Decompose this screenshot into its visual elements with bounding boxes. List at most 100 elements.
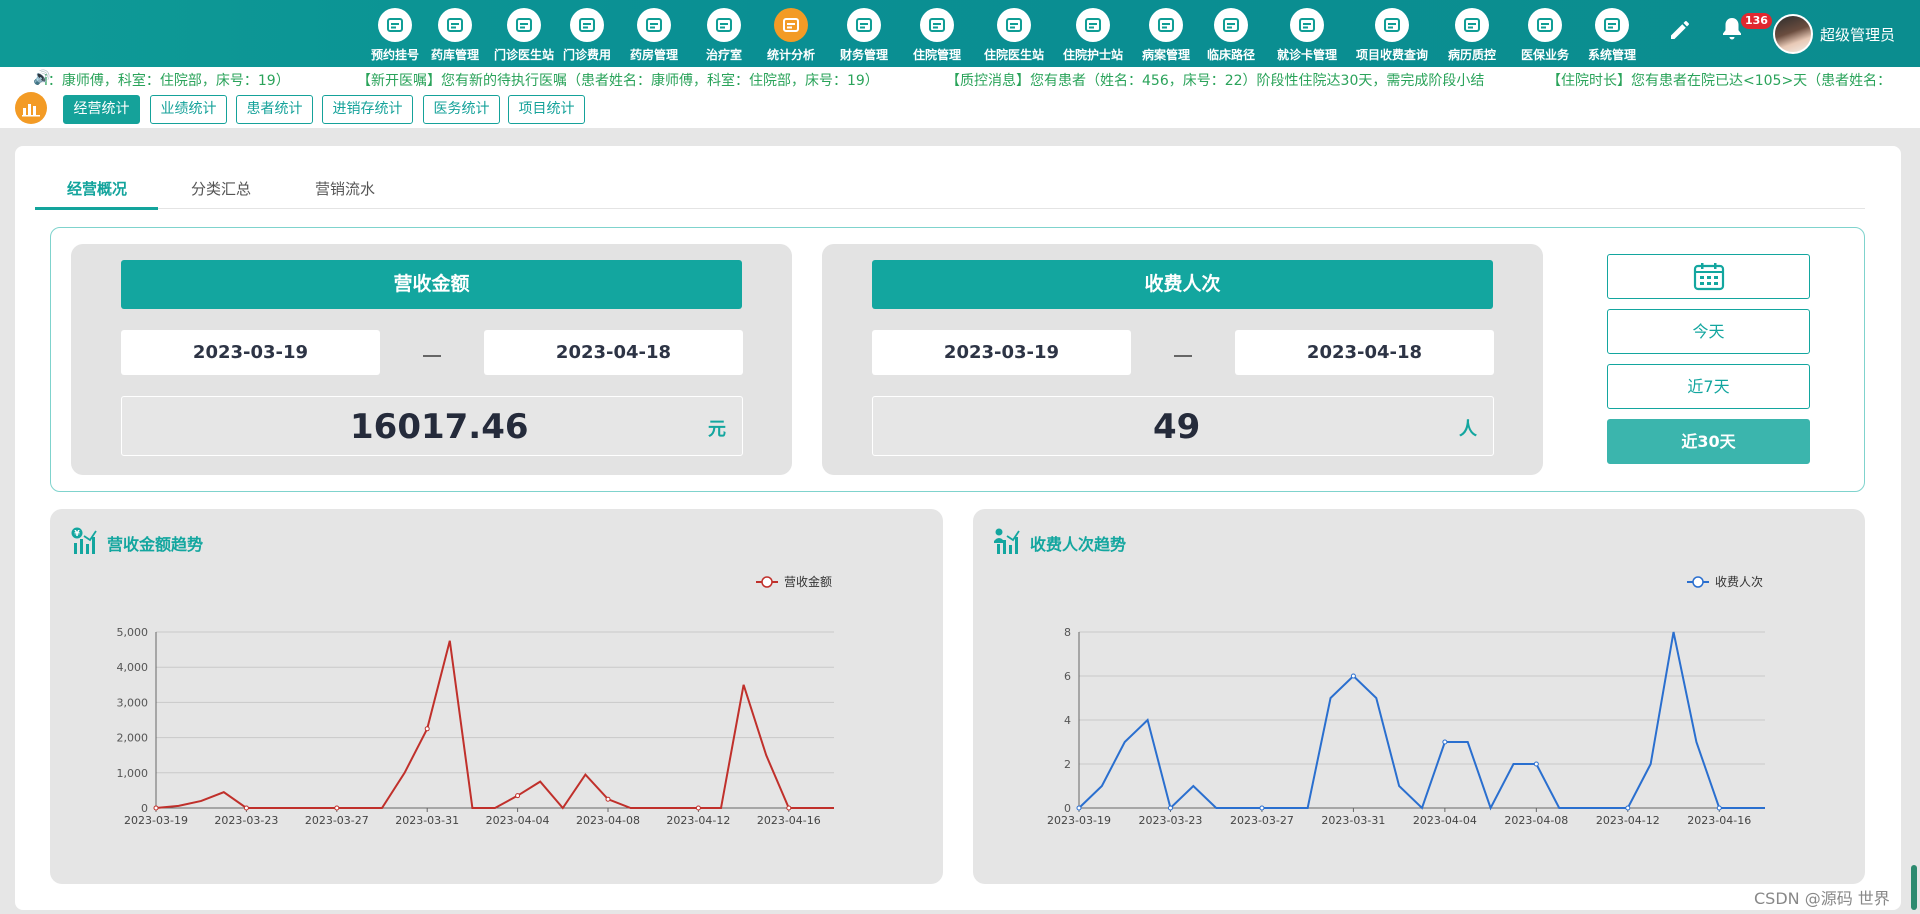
legend-label: 营收金额	[784, 574, 832, 589]
tabs-divider	[35, 208, 1865, 209]
subtab-inventory-stats[interactable]: 进销存统计	[322, 95, 413, 124]
doctor-icon	[506, 8, 541, 42]
legend-label: 收费人次	[1715, 575, 1763, 589]
nav-item-label: 住院护士站	[1062, 48, 1124, 62]
nav-item-6[interactable]: 统计分析	[767, 4, 815, 66]
calendar-button[interactable]	[1607, 254, 1810, 299]
data-point	[1167, 805, 1173, 811]
path-icon	[1213, 8, 1248, 42]
nav-item-12[interactable]: 临床路径	[1207, 4, 1255, 66]
tab-sales-flow[interactable]: 营销流水	[315, 180, 376, 198]
statistics-icon	[15, 92, 47, 124]
nav-item-label: 预约挂号	[370, 48, 420, 62]
x-tick-label: 2023-04-08	[1504, 814, 1568, 827]
data-point	[515, 793, 521, 799]
x-tick-label: 2023-04-12	[1596, 814, 1660, 827]
subtab-item-stats[interactable]: 项目统计	[508, 95, 585, 124]
subtab-patient-stats[interactable]: 患者统计	[236, 95, 313, 124]
nav-item-4[interactable]: 药房管理	[630, 4, 678, 66]
subtab-business-stats[interactable]: 经营统计	[63, 95, 140, 124]
x-tick-label: 2023-04-16	[1687, 814, 1751, 827]
y-tick-label: 4	[1064, 714, 1071, 727]
y-tick-label: 8	[1064, 626, 1071, 639]
nav-item-7[interactable]: 财务管理	[840, 4, 888, 66]
nav-item-8[interactable]: 住院管理	[913, 4, 961, 66]
x-tick-label: 2023-03-27	[1230, 814, 1294, 827]
nav-item-17[interactable]: 系统管理	[1588, 4, 1636, 66]
nav-item-2[interactable]: 门诊医生站	[494, 4, 554, 66]
nav-item-label: 统计分析	[766, 48, 816, 62]
nav-item-15[interactable]: 病历质控	[1448, 4, 1496, 66]
nav-item-1[interactable]: 药库管理	[431, 4, 479, 66]
nav-item-label: 临床路径	[1206, 48, 1256, 62]
y-tick-label: 2,000	[117, 732, 149, 745]
active-tab-indicator	[35, 207, 158, 210]
visits-trend-chart: 0 2 4 6 8 2023-03-19 2023-03-23 2023-03-27 2023-…	[1047, 575, 1765, 827]
visits-end-date[interactable]: 2023-04-18	[1235, 330, 1494, 375]
nav-item-label: 治疗室	[705, 48, 743, 62]
x-tick-label: 2023-03-31	[1321, 814, 1385, 827]
nav-item-3[interactable]: 门诊费用	[563, 4, 611, 66]
nav-item-14[interactable]: 项目收费查询	[1356, 4, 1428, 66]
notice-marquee: i：康师傅，科室：住院部，床号：19） 【新开医嘱】您有新的待执行医嘱（患者姓名…	[0, 67, 1920, 90]
warehouse-icon	[437, 8, 472, 42]
tab-category-summary[interactable]: 分类汇总	[191, 180, 252, 198]
notification-bell-icon[interactable]	[1720, 16, 1744, 46]
revenue-start-date[interactable]: 2023-03-19	[121, 330, 380, 375]
nav-item-11[interactable]: 病案管理	[1142, 4, 1190, 66]
visits-value-box: 49 人	[872, 396, 1494, 456]
nav-item-16[interactable]: 医保业务	[1521, 4, 1569, 66]
data-point	[243, 805, 249, 811]
x-tick-label: 2023-03-19	[1047, 814, 1111, 827]
x-tick-label: 2023-04-04	[486, 814, 550, 827]
nav-item-label: 住院医生站	[983, 48, 1045, 62]
revenue-title: 营收金额	[121, 260, 742, 309]
data-point	[1076, 805, 1082, 811]
scrollbar[interactable]	[1911, 865, 1917, 910]
nav-item-5[interactable]: 治疗室	[706, 4, 742, 66]
quality-control-icon	[1454, 8, 1489, 42]
y-tick-label: 6	[1064, 670, 1071, 683]
gear-finance-icon	[846, 8, 881, 42]
username[interactable]: 超级管理员	[1820, 26, 1896, 44]
revenue-end-date[interactable]: 2023-04-18	[484, 330, 743, 375]
bar-chart-icon	[773, 8, 808, 42]
nav-item-label: 住院管理	[912, 48, 962, 62]
subtab-medical-stats[interactable]: 医务统计	[423, 95, 500, 124]
x-tick-label: 2023-04-16	[757, 814, 821, 827]
subtab-performance-stats[interactable]: 业绩统计	[150, 95, 227, 124]
data-point	[1716, 805, 1722, 811]
x-tick-label: 2023-03-23	[1138, 814, 1202, 827]
yuan-icon	[569, 8, 604, 42]
nav-item-9[interactable]: 住院医生站	[984, 4, 1044, 66]
data-point	[153, 805, 159, 811]
record-icon	[1148, 8, 1183, 42]
revenue-unit: 元	[708, 419, 726, 440]
data-point	[1442, 739, 1448, 745]
date-separator	[423, 355, 441, 357]
data-point	[786, 805, 792, 811]
edit-icon[interactable]	[1668, 18, 1692, 46]
nav-item-label: 门诊费用	[562, 48, 612, 62]
range-30days-button[interactable]: 近30天	[1607, 419, 1810, 464]
avatar[interactable]	[1773, 14, 1813, 54]
nav-item-label: 项目收费查询	[1355, 48, 1429, 62]
sub-tab-bar	[0, 90, 1920, 128]
insurance-icon	[1527, 8, 1562, 42]
nav-item-10[interactable]: 住院护士站	[1063, 4, 1123, 66]
revenue-value-box: 16017.46 元	[121, 396, 743, 456]
range-today-button[interactable]: 今天	[1607, 309, 1810, 354]
pill-icon	[636, 8, 671, 42]
nav-item-13[interactable]: 就诊卡管理	[1277, 4, 1337, 66]
visits-trend-title: 收费人次趋势	[1030, 535, 1127, 554]
x-tick-label: 2023-03-23	[214, 814, 278, 827]
calendar-plus-icon	[377, 8, 412, 42]
legend-marker	[761, 576, 773, 588]
data-point	[1259, 805, 1265, 811]
data-point	[334, 805, 340, 811]
card-icon	[1289, 8, 1324, 42]
visits-start-date[interactable]: 2023-03-19	[872, 330, 1131, 375]
nav-item-0[interactable]: 预约挂号	[371, 4, 419, 66]
tab-overview[interactable]: 经营概况	[67, 180, 128, 198]
range-7days-button[interactable]: 近7天	[1607, 364, 1810, 409]
